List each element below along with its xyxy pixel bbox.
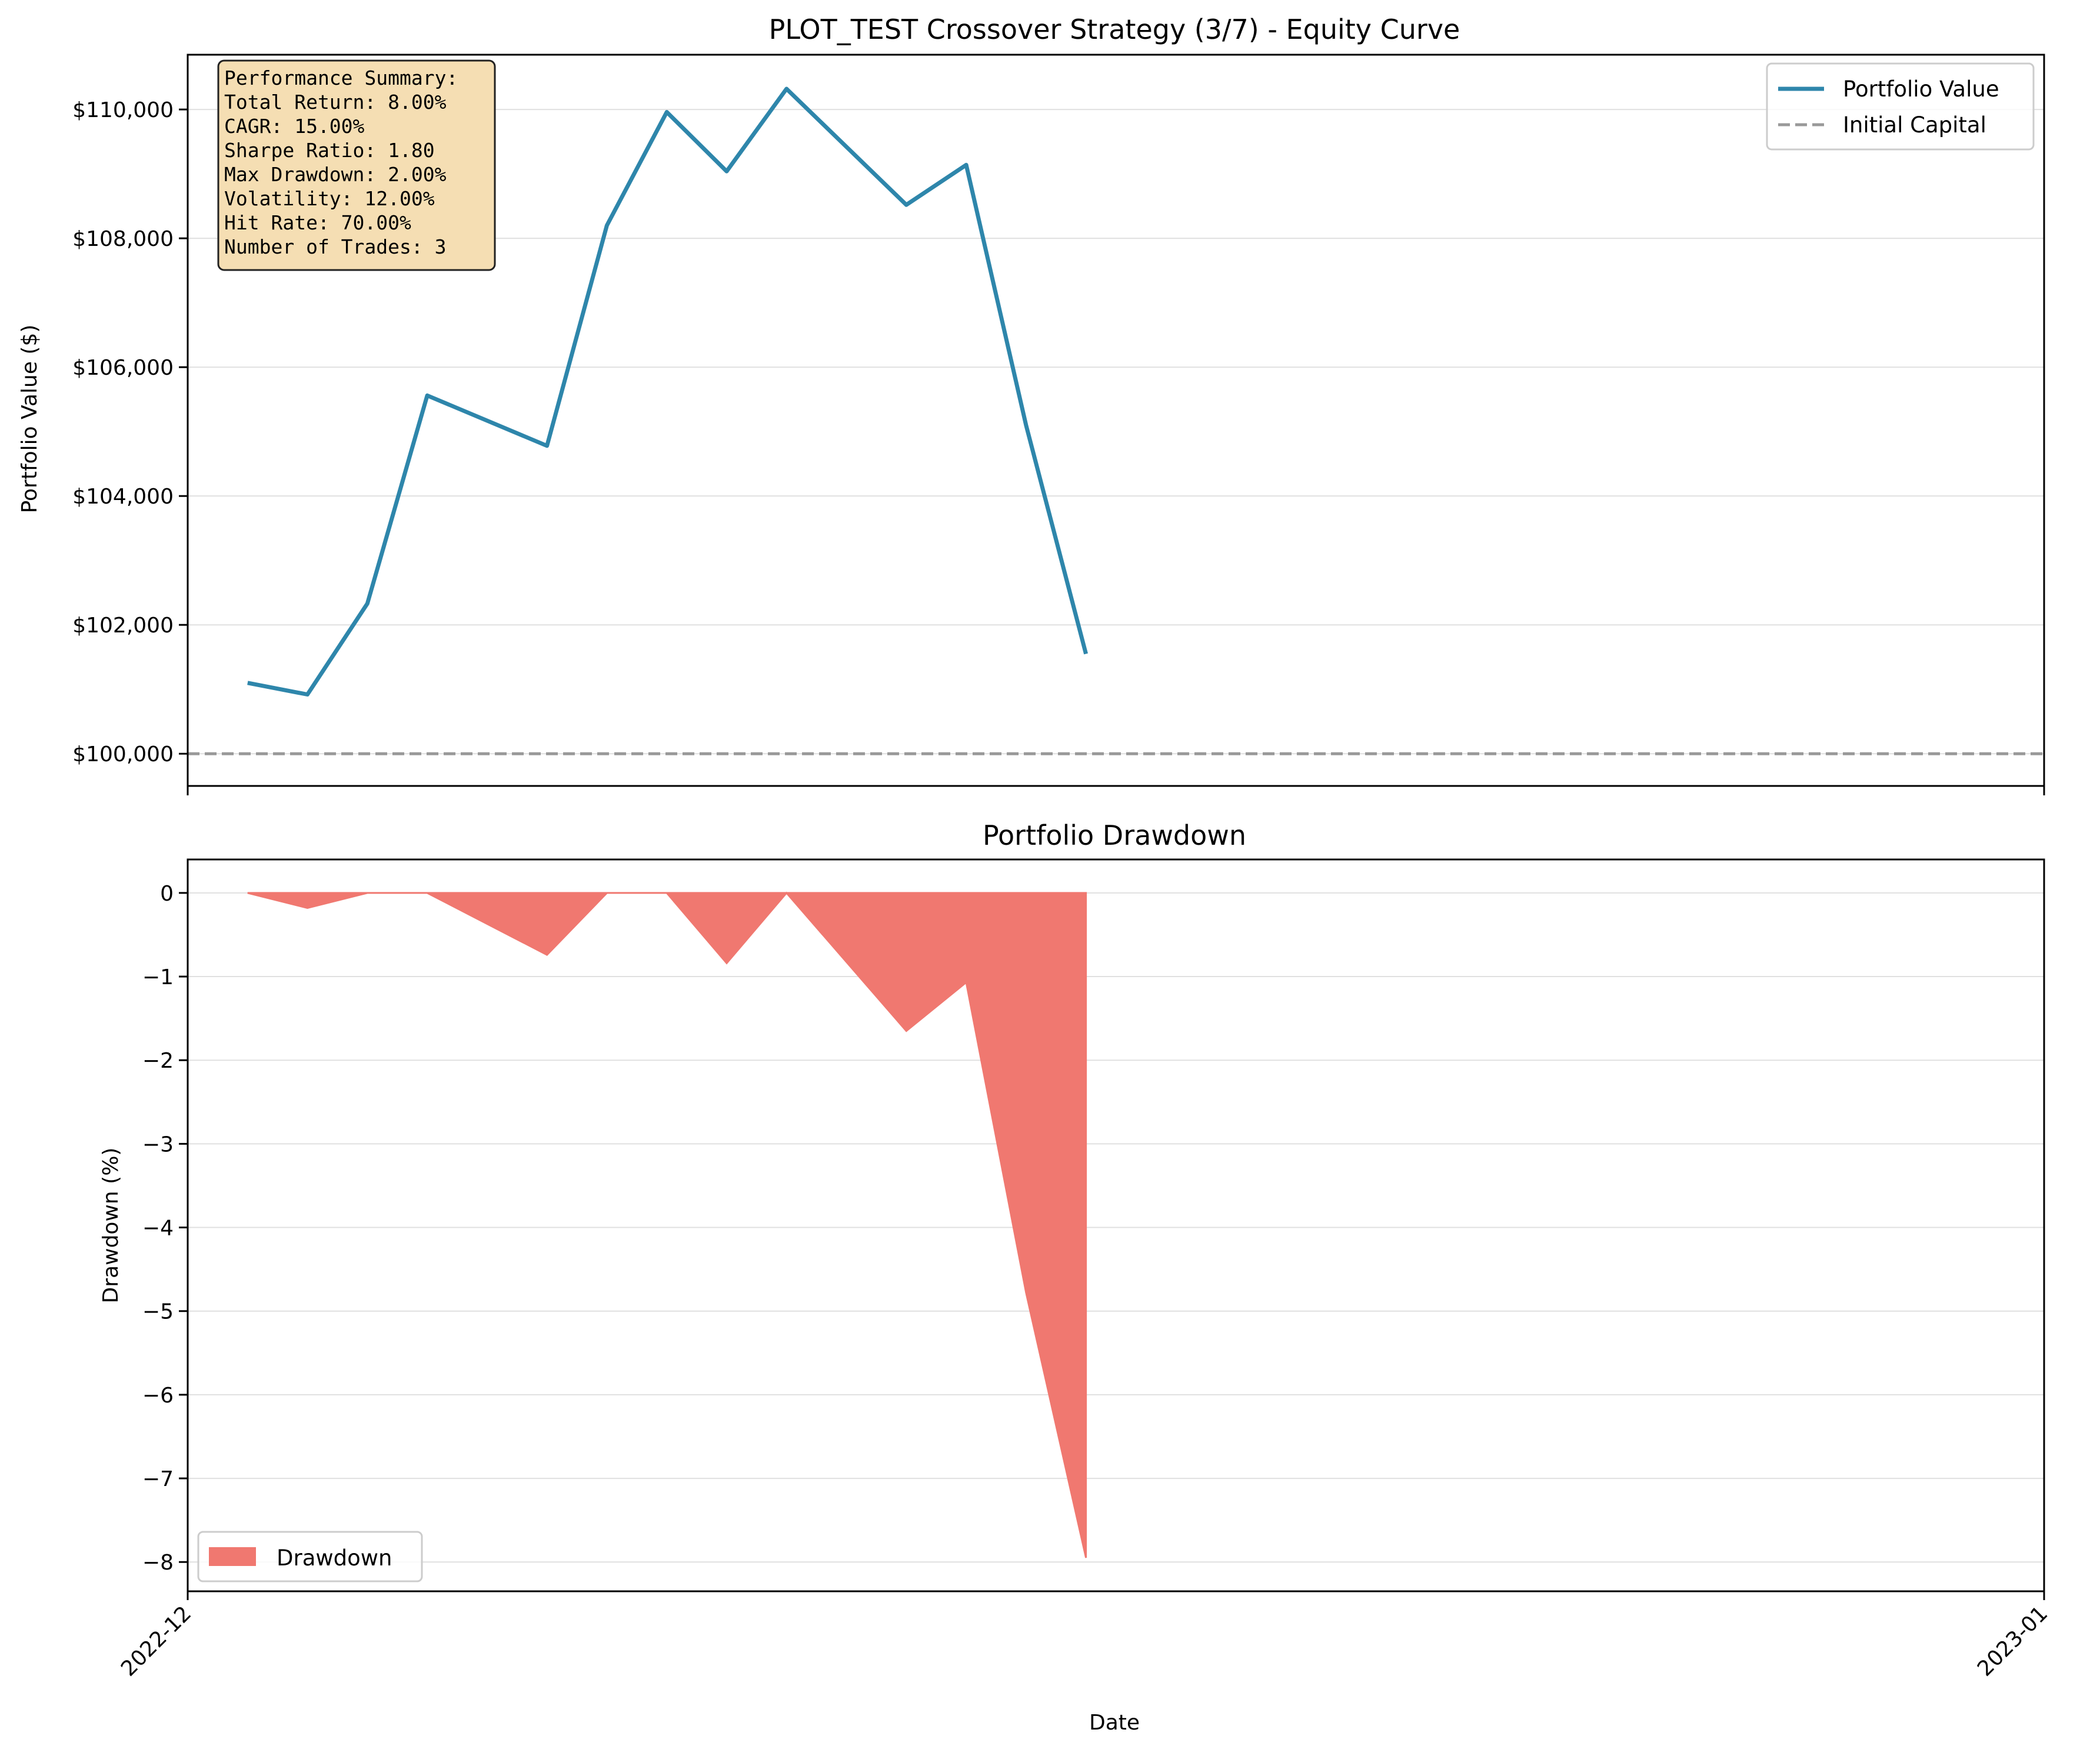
performance-summary-background [217,59,496,271]
equity-y-tick-label: $100,000 [72,742,174,767]
drawdown-y-tick-label: −6 [142,1384,174,1408]
equity-chart-title: PLOT_TEST Crossover Strategy (3/7) - Equ… [769,14,1460,45]
drawdown-chart-title: Portfolio Drawdown [983,819,1246,851]
drawdown-y-tick-label: −7 [142,1467,174,1491]
equity-y-tick-label: $106,000 [72,356,174,380]
equity-curve-panel: PLOT_TEST Crossover Strategy (3/7) - Equ… [18,14,2045,795]
legend-drawdown-label: Drawdown [277,1545,392,1571]
equity-legend-frame [1766,62,2035,151]
equity-y-ticks: $100,000 $102,000 $104,000 $106,000 $108,000… [72,98,188,767]
drawdown-y-tick-label: 0 [160,882,174,906]
equity-y-tick-label: $104,000 [72,485,174,509]
drawdown-y-tick-label: −4 [142,1217,174,1241]
legend-portfolio-value-label: Portfolio Value [1843,76,1999,102]
drawdown-legend: Drawdown [197,1531,423,1582]
drawdown-area [247,891,1087,1558]
drawdown-x-ticks: 2022-12 2023-01 [117,1591,2052,1681]
equity-y-axis-label: Portfolio Value ($) [18,325,42,514]
equity-plot-frame [187,54,2045,787]
drawdown-x-tick-label: 2022-12 [117,1601,196,1681]
drawdown-x-axis-label: Date [1089,1711,1140,1735]
drawdown-y-tick-label: −3 [142,1132,174,1157]
drawdown-legend-frame [197,1531,423,1582]
summary-line: Total Return: 8.00% [224,91,447,114]
summary-line: Hit Rate: 70.00% [224,211,411,234]
drawdown-y-tick-label: −5 [142,1300,174,1324]
equity-y-tick-label: $110,000 [72,98,174,122]
drawdown-y-ticks: 0 −1 −2 −3 −4 −5 −6 −7 −8 [142,882,188,1575]
drawdown-y-tick-label: −2 [142,1049,174,1073]
drawdown-y-tick-label: −1 [142,965,174,989]
equity-y-tick-label: $108,000 [72,227,174,251]
drawdown-grid [188,892,2044,1563]
performance-summary-box: Performance Summary: Total Return: 8.00%… [217,59,496,271]
equity-y-tick-label: $102,000 [72,614,174,638]
drawdown-y-axis-label: Drawdown (%) [99,1148,123,1304]
drawdown-panel: Portfolio Drawdown Drawdown (%) 0 −1 −2 −3 −… [99,819,2052,1735]
legend-drawdown-swatch [209,1547,256,1566]
equity-legend: Portfolio Value Initial Capital [1766,62,2035,151]
summary-line: Volatility: 12.00% [224,187,435,210]
drawdown-x-tick-label: 2023-01 [1973,1601,2052,1681]
portfolio-value-line [247,86,1088,697]
summary-line: CAGR: 15.00% [224,115,365,138]
summary-line: Sharpe Ratio: 1.80 [224,139,435,162]
summary-line: Number of Trades: 3 [224,235,447,258]
summary-line: Max Drawdown: 2.00% [224,163,447,186]
drawdown-plot-frame [187,858,2045,1592]
legend-initial-capital-label: Initial Capital [1843,112,1986,138]
drawdown-y-tick-label: −8 [142,1551,174,1575]
summary-line: Performance Summary: [224,66,458,89]
